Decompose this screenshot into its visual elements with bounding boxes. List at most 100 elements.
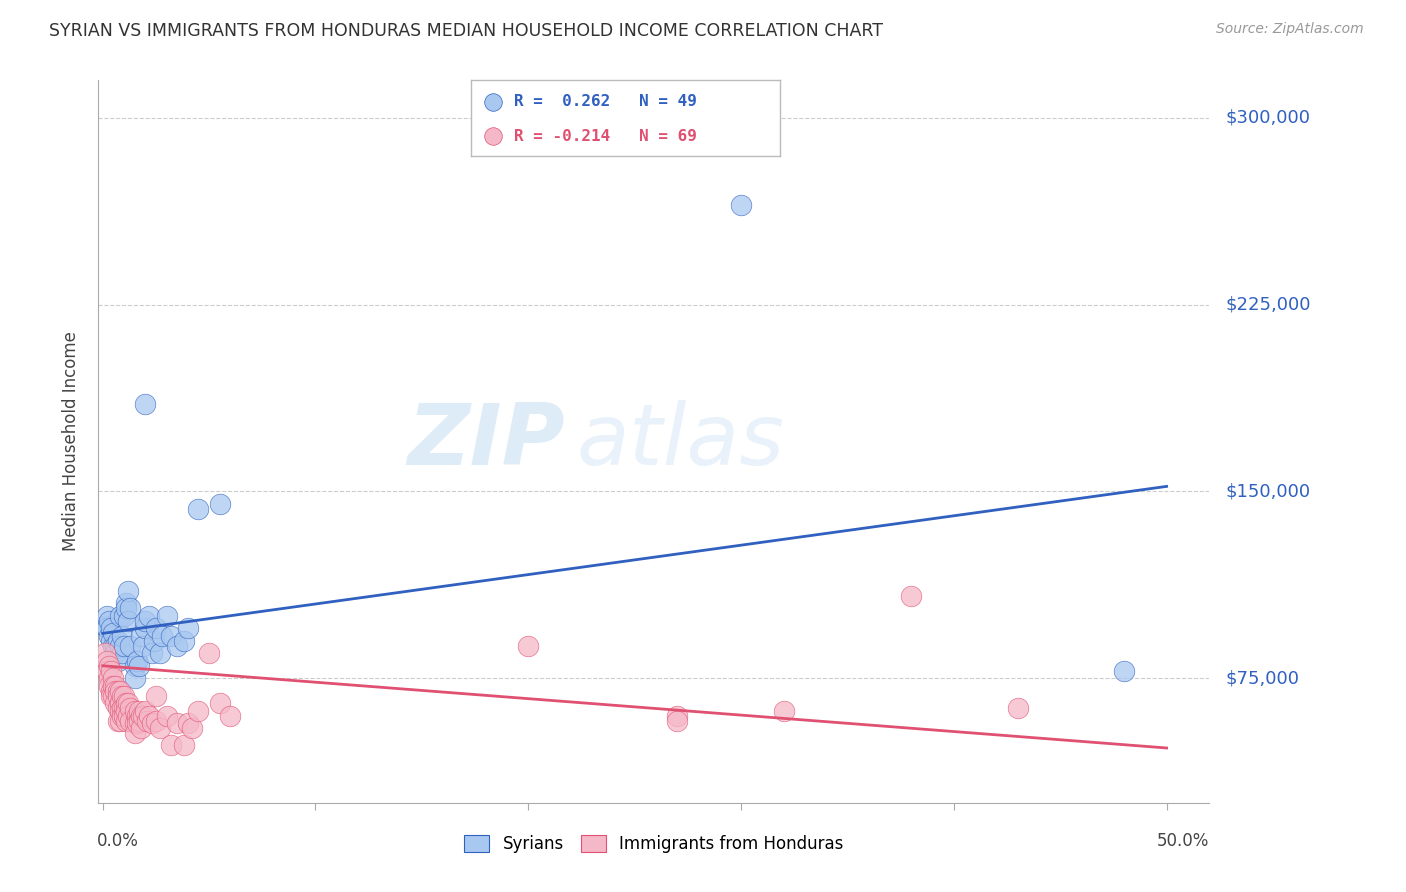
Point bbox=[94, 619, 117, 633]
Point bbox=[187, 704, 209, 718]
Point bbox=[129, 708, 152, 723]
Point bbox=[181, 721, 204, 735]
Point bbox=[107, 714, 129, 728]
Text: $300,000: $300,000 bbox=[1226, 109, 1310, 127]
Point bbox=[177, 621, 200, 635]
Point bbox=[107, 654, 129, 668]
Point bbox=[100, 689, 122, 703]
Point bbox=[124, 671, 146, 685]
Point bbox=[111, 708, 134, 723]
Point bbox=[134, 397, 156, 411]
Text: R = -0.214   N = 69: R = -0.214 N = 69 bbox=[515, 128, 697, 144]
Point bbox=[517, 639, 540, 653]
Point bbox=[159, 629, 181, 643]
Point bbox=[103, 639, 125, 653]
Point bbox=[141, 716, 163, 731]
Point bbox=[166, 716, 188, 731]
Point bbox=[98, 629, 121, 643]
Point bbox=[112, 609, 135, 624]
Point bbox=[115, 704, 138, 718]
Point bbox=[115, 714, 138, 728]
Point bbox=[115, 601, 138, 615]
Point bbox=[111, 701, 134, 715]
Point bbox=[173, 739, 195, 753]
Point bbox=[98, 614, 121, 628]
Point bbox=[107, 689, 129, 703]
Point bbox=[107, 683, 129, 698]
Point bbox=[112, 701, 135, 715]
Text: R =  0.262   N = 49: R = 0.262 N = 49 bbox=[515, 94, 697, 109]
Point bbox=[177, 716, 200, 731]
Point bbox=[730, 198, 752, 212]
Point bbox=[149, 646, 172, 660]
Point bbox=[125, 716, 148, 731]
Point bbox=[96, 664, 118, 678]
Point bbox=[104, 639, 127, 653]
Point bbox=[138, 609, 160, 624]
Point bbox=[112, 639, 135, 653]
Text: Source: ZipAtlas.com: Source: ZipAtlas.com bbox=[1216, 22, 1364, 37]
Point bbox=[145, 621, 167, 635]
Point bbox=[198, 646, 221, 660]
Point bbox=[129, 721, 152, 735]
Point bbox=[100, 621, 122, 635]
Point bbox=[149, 721, 172, 735]
Point bbox=[134, 614, 156, 628]
Point bbox=[98, 658, 121, 673]
Point bbox=[111, 689, 134, 703]
Point bbox=[134, 704, 156, 718]
Point bbox=[129, 629, 152, 643]
Point bbox=[125, 654, 148, 668]
Point bbox=[111, 646, 134, 660]
Point bbox=[104, 696, 127, 710]
Point bbox=[132, 639, 155, 653]
Point bbox=[103, 689, 125, 703]
Point bbox=[117, 696, 139, 710]
Point bbox=[124, 716, 146, 731]
Point bbox=[103, 671, 125, 685]
Point bbox=[1112, 664, 1135, 678]
Text: 50.0%: 50.0% bbox=[1157, 831, 1209, 850]
Point bbox=[145, 689, 167, 703]
Point bbox=[128, 704, 150, 718]
Text: atlas: atlas bbox=[576, 400, 785, 483]
Point bbox=[104, 679, 127, 693]
Point bbox=[100, 664, 122, 678]
Point bbox=[173, 633, 195, 648]
Point bbox=[104, 646, 127, 660]
Point bbox=[107, 633, 129, 648]
Point bbox=[103, 679, 125, 693]
Point bbox=[117, 614, 139, 628]
Point bbox=[117, 708, 139, 723]
Point bbox=[98, 679, 121, 693]
Point bbox=[124, 658, 146, 673]
Point bbox=[138, 708, 160, 723]
Point bbox=[100, 633, 122, 648]
Point bbox=[159, 739, 181, 753]
Point bbox=[128, 714, 150, 728]
Point bbox=[155, 609, 177, 624]
Point bbox=[108, 704, 131, 718]
Point bbox=[141, 646, 163, 660]
Point bbox=[108, 714, 131, 728]
Point bbox=[112, 689, 135, 703]
Point bbox=[100, 683, 122, 698]
Point bbox=[96, 609, 118, 624]
Text: SYRIAN VS IMMIGRANTS FROM HONDURAS MEDIAN HOUSEHOLD INCOME CORRELATION CHART: SYRIAN VS IMMIGRANTS FROM HONDURAS MEDIA… bbox=[49, 22, 883, 40]
Point bbox=[900, 589, 922, 603]
Point bbox=[155, 708, 177, 723]
Point bbox=[112, 708, 135, 723]
Point bbox=[115, 597, 138, 611]
Point bbox=[120, 639, 142, 653]
Legend: Syrians, Immigrants from Honduras: Syrians, Immigrants from Honduras bbox=[457, 828, 851, 860]
Point bbox=[108, 609, 131, 624]
Point bbox=[98, 671, 121, 685]
Point bbox=[166, 639, 188, 653]
Point bbox=[108, 683, 131, 698]
Point bbox=[666, 714, 689, 728]
Point bbox=[108, 696, 131, 710]
Point bbox=[107, 701, 129, 715]
Text: $225,000: $225,000 bbox=[1226, 295, 1312, 313]
Point bbox=[1007, 701, 1029, 715]
Point bbox=[142, 633, 165, 648]
